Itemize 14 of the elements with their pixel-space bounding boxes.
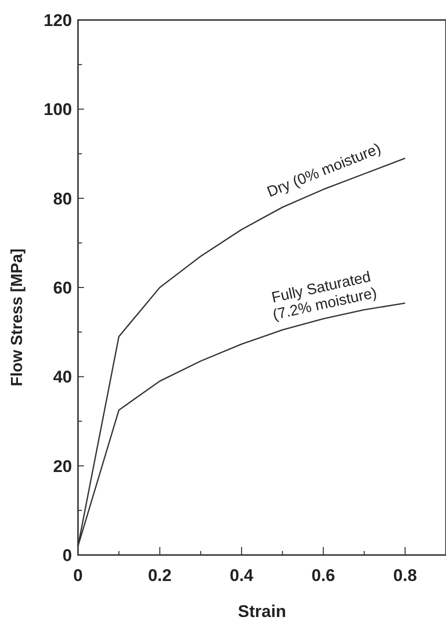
y-tick-label: 40: [53, 368, 72, 387]
x-tick-label: 0.4: [230, 566, 254, 585]
y-tick-label: 0: [62, 546, 72, 565]
y-tick-label: 100: [44, 100, 72, 120]
y-tick-label: 60: [53, 278, 72, 298]
x-tick-label: 0.2: [148, 566, 172, 585]
x-tick-label: 0.8: [393, 566, 417, 585]
y-tick-label: 120: [44, 10, 72, 30]
y-tick-label: 20: [53, 456, 72, 476]
x-axis-title: Strain: [238, 602, 286, 621]
x-tick-label: 0.6: [312, 566, 336, 585]
y-tick-label: 80: [53, 189, 72, 208]
text: Fully Saturated (7.2% moisture): [270, 268, 378, 324]
y-axis-title: Flow Stress [MPa]: [9, 248, 26, 386]
